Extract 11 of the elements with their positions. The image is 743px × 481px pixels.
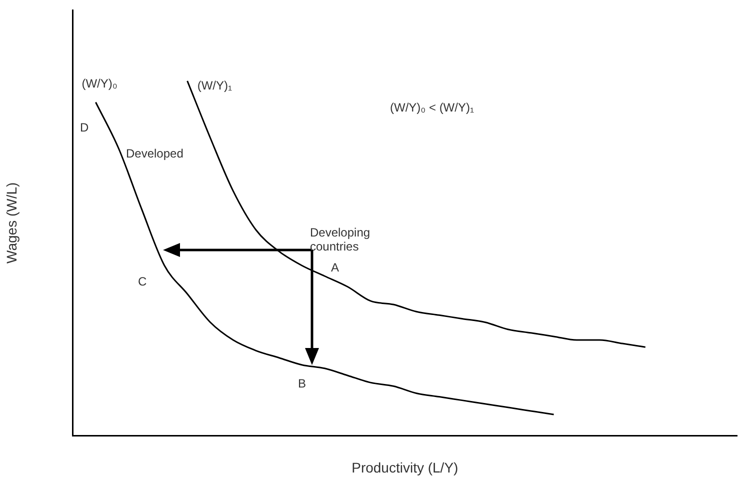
annotation: C <box>138 274 147 288</box>
annotation: B <box>298 376 306 390</box>
x-axis-title: Productivity (L/Y) <box>352 459 458 476</box>
annotation: Developing countries <box>310 225 370 254</box>
annotation: D <box>80 120 89 134</box>
series-label: (W/Y)₀ <box>82 76 118 91</box>
y-axis-title: Wages (W/L) <box>3 182 20 264</box>
series-label: (W/Y)₁ <box>197 78 232 92</box>
annotation: (W/Y)₀ < (W/Y)₁ <box>390 100 474 114</box>
annotation: Developed <box>126 146 184 160</box>
annotation: A <box>331 260 340 274</box>
